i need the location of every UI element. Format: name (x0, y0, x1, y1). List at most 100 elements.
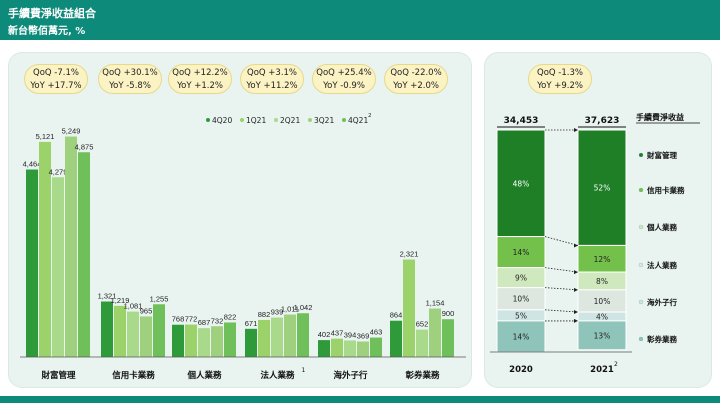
mix-legend-dot (638, 224, 644, 230)
yoy-text: YoY +9.2% (537, 81, 583, 91)
legend-label: 4Q20 (212, 116, 232, 125)
qoq-yoy-badge: QoQ +30.1% YoY -5.8% (98, 64, 162, 94)
data-label: 882 (258, 310, 271, 319)
qoq-text: QoQ -22.0% (390, 68, 442, 78)
bar-4-3 (357, 341, 369, 357)
stack-seg-1-1 (577, 244, 627, 273)
mix-legend-label: 信用卡業務 (647, 185, 685, 195)
data-label: 1,321 (98, 292, 117, 301)
bar-4-2 (344, 340, 356, 357)
data-label: 864 (390, 311, 403, 320)
mix-legend-label: 法人業務 (647, 260, 677, 270)
data-label: 652 (416, 320, 429, 329)
data-label: 772 (185, 315, 198, 324)
legend-dot (206, 118, 210, 122)
bar-3-2 (271, 317, 283, 357)
yoy-text: YoY +2.0% (393, 81, 439, 91)
connector-arrow (574, 270, 578, 275)
qoq-text: QoQ -7.1% (33, 68, 79, 78)
stack-label: 4% (596, 312, 608, 321)
legend-dot (308, 118, 312, 122)
data-label: 4,279 (49, 167, 68, 176)
bar-1-1 (114, 305, 126, 357)
qoq-yoy-badge: QoQ -7.1% YoY +17.7% (24, 64, 88, 94)
legend-label: 2Q21 (280, 116, 300, 125)
data-label: 732 (211, 316, 224, 325)
total-label: 37,623 (585, 116, 620, 126)
bar-4-0 (318, 340, 330, 357)
stack-seg-0-5 (496, 320, 546, 353)
mix-legend-dot (638, 187, 644, 193)
bar-3-4 (297, 313, 309, 357)
bar-5-0 (390, 320, 402, 357)
bar-0-3 (65, 136, 77, 357)
stack-label: 14% (513, 332, 530, 341)
connector-line (544, 309, 579, 313)
connector-arrow (574, 310, 578, 315)
yoy-text: YoY -0.9% (323, 81, 365, 91)
bar-4-1 (331, 338, 343, 357)
bar-0-2 (52, 177, 64, 357)
bar-2-1 (185, 324, 197, 357)
category-label-sup: 1 (302, 367, 306, 374)
header-banner: 手續費淨收益組合 新台幣佰萬元, % (0, 0, 720, 40)
data-label: 1,081 (124, 302, 143, 311)
data-label: 1,154 (426, 299, 445, 308)
legend-label: 4Q21 (348, 116, 368, 125)
qoq-text: QoQ +25.4% (316, 68, 372, 78)
data-label: 822 (224, 312, 237, 321)
bar-2-4 (224, 322, 236, 357)
bar-3-3 (284, 314, 296, 357)
bar-1-0 (101, 301, 113, 357)
mix-legend-dot (638, 336, 644, 342)
year-label: 2021 (590, 365, 614, 375)
bar-1-4 (153, 304, 165, 357)
bar-1-2 (127, 311, 139, 357)
qoq-yoy-badge: QoQ +25.4% YoY -0.9% (312, 64, 376, 94)
qoq-yoy-badge: QoQ -22.0% YoY +2.0% (384, 64, 448, 94)
connector-arrow (574, 318, 578, 323)
data-label: 2,321 (400, 250, 419, 259)
stack-label: 10% (513, 295, 530, 304)
bar-1-3 (140, 316, 152, 357)
bar-3-1 (258, 319, 270, 357)
data-label: 1,011 (281, 305, 299, 314)
mix-legend-label: 財富管理 (646, 150, 677, 160)
stack-label: 48% (513, 179, 530, 188)
category-label: 信用卡業務 (112, 370, 155, 381)
category-label: 彰券業務 (405, 370, 440, 381)
mix-legend-dot (638, 152, 644, 158)
data-label: 369 (357, 332, 370, 341)
yoy-text: YoY +1.2% (177, 81, 223, 91)
bar-5-3 (429, 308, 441, 357)
mix-legend-label: 個人業務 (646, 222, 677, 232)
stack-label: 10% (594, 297, 611, 306)
data-label: 5,249 (62, 127, 81, 136)
stack-label: 13% (594, 331, 611, 340)
stack-label: 9% (515, 274, 527, 283)
total-label: 34,453 (504, 116, 539, 126)
bar-2-0 (172, 324, 184, 357)
connector-arrow (574, 287, 578, 292)
bar-2-2 (198, 328, 210, 357)
data-label: 671 (245, 319, 258, 328)
year-label-sup: 2 (614, 361, 618, 368)
legend-dot (274, 118, 278, 122)
stack-label: 14% (513, 248, 530, 257)
category-label: 個人業務 (186, 370, 222, 381)
connector-line (544, 267, 579, 273)
data-label: 939 (271, 308, 284, 317)
data-label: 965 (140, 306, 153, 315)
qoq-yoy-badge: QoQ +12.2% YoY +1.2% (168, 64, 232, 94)
footer-bar (0, 396, 720, 403)
mix-legend-label: 海外子行 (647, 297, 677, 307)
connector-line (544, 287, 579, 291)
data-label: 402 (318, 330, 331, 339)
legend-label: 1Q21 (246, 116, 266, 125)
data-label: 4,464 (23, 160, 42, 169)
stack-label: 5% (515, 311, 527, 320)
category-label: 財富管理 (40, 370, 76, 381)
stack-seg-1-5 (577, 320, 627, 351)
category-label: 海外子行 (333, 370, 368, 381)
